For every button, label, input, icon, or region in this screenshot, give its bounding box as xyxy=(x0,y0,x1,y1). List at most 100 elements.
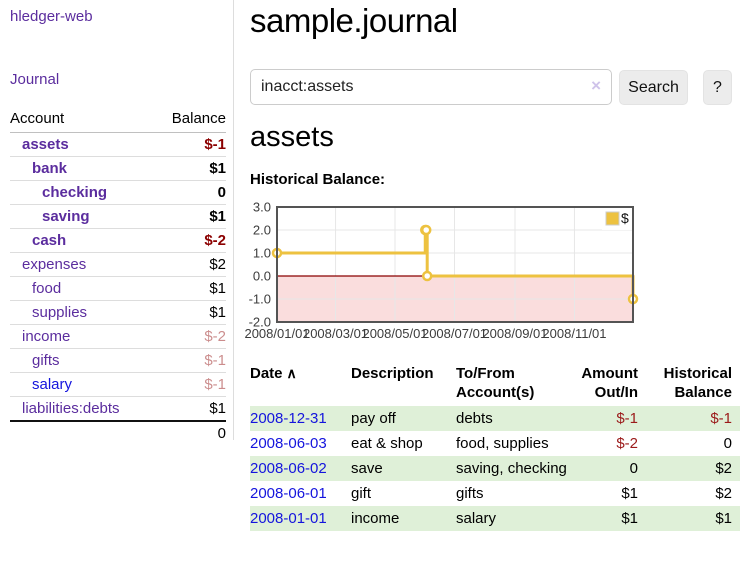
y-axis-tick-label: 1.0 xyxy=(253,246,271,261)
account-row: salary $-1 xyxy=(10,372,226,397)
accounts-header-account: Account xyxy=(10,106,155,133)
transaction-row: 2008-12-31 pay off debts $-1 $-1 xyxy=(250,406,740,431)
account-link[interactable]: assets xyxy=(22,136,69,153)
account-heading: assets xyxy=(250,121,334,153)
transaction-description: save xyxy=(351,456,456,481)
transaction-accounts: food, supplies xyxy=(456,435,549,452)
transaction-amount: $1 xyxy=(576,506,646,531)
historical-balance-chart: $3.0 2.0 1.0 0.0 -1.0 -2.0 2008/01/01 2008/03/0… xyxy=(244,200,730,348)
sidebar-item-journal[interactable]: Journal xyxy=(10,71,60,88)
x-axis-tick-label: 2008/09/01 xyxy=(482,326,547,341)
plot-border xyxy=(276,206,634,323)
transaction-row: 2008-01-01 income salary $1 $1 xyxy=(250,506,740,531)
transaction-accounts: salary xyxy=(456,506,576,531)
accounts-table-header: Account Balance xyxy=(10,106,226,133)
account-row: income $-2 xyxy=(10,324,226,349)
transaction-balance: $-1 xyxy=(646,406,740,431)
register-header-date[interactable]: Date ∧ xyxy=(250,365,297,382)
register-header-accounts: To/From Account(s) xyxy=(456,365,535,401)
register-header-amount: Amount Out/In xyxy=(581,365,638,401)
account-link[interactable]: income xyxy=(22,328,71,345)
account-balance: $1 xyxy=(154,204,226,229)
transaction-description: pay off xyxy=(351,406,456,431)
transaction-amount: $-1 xyxy=(576,406,646,431)
clear-search-icon[interactable]: × xyxy=(591,76,601,95)
help-button[interactable]: ? xyxy=(703,70,732,105)
y-axis-tick-label: 3.0 xyxy=(253,200,271,215)
sidebar-divider xyxy=(233,0,234,440)
account-balance: $-1 xyxy=(154,132,226,157)
accounts-total-row: 0 xyxy=(10,420,226,445)
transaction-balance: $2 xyxy=(715,485,732,502)
chart-heading: Historical Balance: xyxy=(250,171,386,188)
transaction-date-link[interactable]: 2008-01-01 xyxy=(250,510,327,527)
account-balance: $1 xyxy=(154,396,226,422)
accounts-table: Account Balance assets $-1 bank $1 checking 0… xyxy=(10,106,226,445)
register-table: Date ∧ Description To/From Account(s) Amo… xyxy=(250,362,740,531)
transaction-description: gift xyxy=(351,485,372,502)
chart-canvas: $3.0 2.0 1.0 0.0 -1.0 -2.02008/01/012008/03/0… xyxy=(244,200,639,341)
account-link[interactable]: supplies xyxy=(32,304,88,321)
x-axis-tick-label: 2008/01/01 xyxy=(244,326,309,341)
y-axis-tick-label: 0.0 xyxy=(253,269,271,284)
transaction-date-link[interactable]: 2008-12-31 xyxy=(250,410,327,427)
search-input[interactable] xyxy=(250,69,612,105)
account-row: bank $1 xyxy=(10,156,226,181)
account-balance: $-1 xyxy=(154,372,226,397)
y-axis-tick-label: -2.0 xyxy=(249,315,271,330)
transaction-date-link[interactable]: 2008-06-01 xyxy=(250,485,327,502)
y-axis-tick-label: 2.0 xyxy=(253,223,271,238)
y-axis-tick-label: -1.0 xyxy=(249,292,271,307)
account-balance: $1 xyxy=(154,300,226,325)
account-row: gifts $-1 xyxy=(10,348,226,373)
account-row: supplies $1 xyxy=(10,300,226,325)
transaction-balance: $1 xyxy=(646,506,740,531)
account-row: checking 0 xyxy=(10,180,226,205)
account-link[interactable]: liabilities:debts xyxy=(22,400,120,417)
transaction-date-link[interactable]: 2008-06-03 xyxy=(250,435,327,452)
account-balance: $1 xyxy=(154,276,226,301)
transaction-row: 2008-06-01 gift gifts $1 $2 xyxy=(250,481,740,506)
account-balance: $-2 xyxy=(154,324,226,349)
register-header-row: Date ∧ Description To/From Account(s) Amo… xyxy=(250,362,740,406)
transaction-description: income xyxy=(351,506,456,531)
account-row: liabilities:debts $1 xyxy=(10,396,226,422)
legend-label: $ xyxy=(621,210,629,226)
register-header-description: Description xyxy=(351,365,434,382)
sort-ascending-icon: ∧ xyxy=(286,365,297,381)
account-link[interactable]: expenses xyxy=(22,256,87,273)
accounts-header-balance: Balance xyxy=(154,106,226,133)
main-content: sample.journal × Search ? assets Histori… xyxy=(244,0,742,582)
data-point-marker xyxy=(420,224,432,236)
transaction-date-link[interactable]: 2008-06-02 xyxy=(250,460,327,477)
account-link[interactable]: bank xyxy=(32,160,68,177)
register-header-balance: Historical Balance xyxy=(663,365,732,401)
page-title: sample.journal xyxy=(250,2,458,39)
x-axis-tick-label: 2008/07/01 xyxy=(422,326,487,341)
account-row: saving $1 xyxy=(10,204,226,229)
account-link[interactable]: food xyxy=(32,280,62,297)
data-point-marker xyxy=(421,270,433,282)
x-axis-tick-label: 2008/05/01 xyxy=(362,326,427,341)
account-link[interactable]: checking xyxy=(42,184,108,201)
transaction-row: 2008-06-02 save saving, checking 0 $2 xyxy=(250,456,740,481)
x-axis-tick-label: 2008/03/01 xyxy=(303,326,368,341)
transaction-balance: $2 xyxy=(646,456,740,481)
account-link[interactable]: saving xyxy=(42,208,90,225)
account-row: expenses $2 xyxy=(10,252,226,277)
account-link[interactable]: cash xyxy=(32,232,67,249)
account-row: food $1 xyxy=(10,276,226,301)
transaction-description: eat & shop xyxy=(351,435,423,452)
transaction-row: 2008-06-03 eat & shop food, supplies $-2 0 xyxy=(250,431,740,456)
account-row: assets $-1 xyxy=(10,132,226,157)
account-link[interactable]: salary xyxy=(32,376,73,393)
search-button[interactable]: Search xyxy=(619,70,688,105)
transaction-balance: 0 xyxy=(723,435,732,452)
app-brand-link[interactable]: hledger-web xyxy=(10,8,93,25)
x-axis-tick-label: 2008/11/01 xyxy=(542,326,606,341)
transaction-accounts: saving, checking xyxy=(456,456,576,481)
account-balance: 0 xyxy=(154,180,226,205)
account-balance: $1 xyxy=(154,156,226,181)
account-link[interactable]: gifts xyxy=(32,352,60,369)
